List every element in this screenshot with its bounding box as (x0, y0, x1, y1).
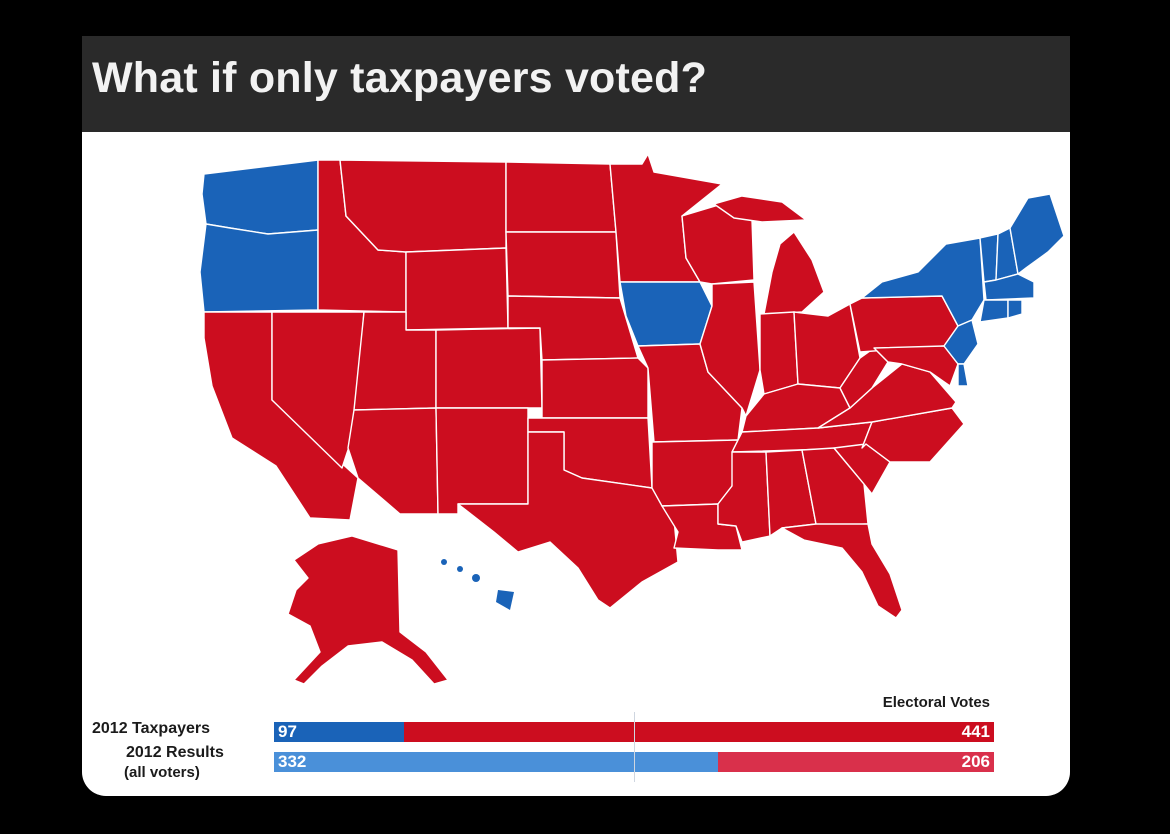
state-vermont (979, 233, 999, 283)
row-sublabel-results: (all voters) (124, 764, 200, 781)
bar-results: 332 206 (274, 752, 994, 772)
infographic-card: What if only taxpayers voted? (82, 0, 1070, 796)
state-south-dakota (505, 231, 621, 299)
state-michigan (763, 231, 825, 315)
state-indiana (759, 311, 799, 395)
state-north-dakota (505, 161, 617, 233)
majority-line (634, 712, 635, 782)
state-washington (201, 159, 319, 235)
bar-taxpayers-dem-value: 97 (278, 722, 297, 741)
state-oregon (199, 223, 319, 313)
bar-taxpayers-dem (274, 722, 404, 742)
title-bar: What if only taxpayers voted? (82, 36, 1070, 132)
bar-results-rep (718, 752, 994, 772)
state-pennsylvania (849, 295, 959, 353)
bar-results-dem (274, 752, 718, 772)
state-connecticut (979, 299, 1009, 323)
state-new-york (861, 237, 985, 327)
state-wyoming (405, 247, 509, 331)
state-kansas (541, 357, 649, 419)
state-texas (457, 431, 679, 609)
bar-taxpayers-rep (404, 722, 994, 742)
state-illinois (699, 281, 761, 417)
state-rhode-island (1007, 299, 1023, 319)
image-frame: What if only taxpayers voted? (34, 0, 1120, 834)
state-south-carolina (833, 443, 891, 495)
row-label-taxpayers: 2012 Taxpayers (92, 720, 211, 737)
top-black-band (82, 0, 1070, 36)
hawaii-island-1 (441, 559, 447, 565)
page-title: What if only taxpayers voted? (92, 54, 708, 102)
us-electoral-map (199, 153, 1065, 685)
bar-results-dem-value: 332 (278, 752, 307, 771)
state-delaware (957, 363, 969, 387)
state-michigan-up (713, 195, 807, 223)
state-florida (781, 523, 903, 619)
row-label-results: 2012 Results (126, 744, 224, 761)
hawaii-island-2 (457, 566, 463, 572)
bar-taxpayers-rep-value: 441 (961, 722, 990, 741)
state-new-mexico (435, 407, 529, 515)
state-arizona (347, 407, 439, 515)
state-colorado (435, 327, 543, 409)
electoral-votes-heading: Electoral Votes (882, 694, 990, 711)
bar-results-rep-value: 206 (961, 752, 990, 771)
state-maine (1009, 193, 1065, 275)
state-hawaii (441, 559, 514, 610)
bar-taxpayers: 97 441 (274, 722, 994, 742)
state-alaska (287, 535, 449, 685)
hawaii-island-4 (496, 590, 514, 610)
hawaii-island-3 (472, 574, 480, 582)
state-iowa (619, 281, 713, 347)
